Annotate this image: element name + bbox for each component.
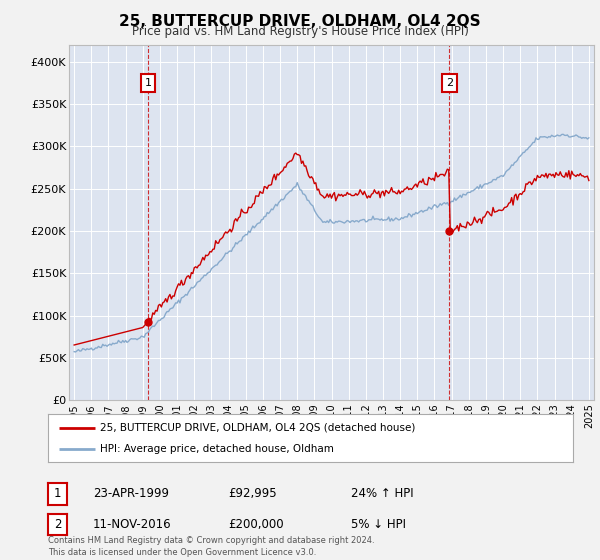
Text: Contains HM Land Registry data © Crown copyright and database right 2024.
This d: Contains HM Land Registry data © Crown c… — [48, 536, 374, 557]
Text: 24% ↑ HPI: 24% ↑ HPI — [351, 487, 413, 501]
Text: 23-APR-1999: 23-APR-1999 — [93, 487, 169, 501]
Text: Price paid vs. HM Land Registry's House Price Index (HPI): Price paid vs. HM Land Registry's House … — [131, 25, 469, 38]
Text: 1: 1 — [54, 487, 61, 501]
Text: 5% ↓ HPI: 5% ↓ HPI — [351, 518, 406, 531]
Text: 2: 2 — [446, 78, 453, 88]
Text: £200,000: £200,000 — [228, 518, 284, 531]
Text: 25, BUTTERCUP DRIVE, OLDHAM, OL4 2QS (detached house): 25, BUTTERCUP DRIVE, OLDHAM, OL4 2QS (de… — [101, 423, 416, 433]
Text: 2: 2 — [54, 518, 61, 531]
Text: HPI: Average price, detached house, Oldham: HPI: Average price, detached house, Oldh… — [101, 444, 334, 454]
Text: 11-NOV-2016: 11-NOV-2016 — [93, 518, 172, 531]
Text: 1: 1 — [145, 78, 151, 88]
Text: £92,995: £92,995 — [228, 487, 277, 501]
Text: 25, BUTTERCUP DRIVE, OLDHAM, OL4 2QS: 25, BUTTERCUP DRIVE, OLDHAM, OL4 2QS — [119, 14, 481, 29]
